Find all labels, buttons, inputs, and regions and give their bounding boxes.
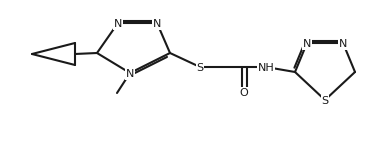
Text: N: N [126, 69, 134, 79]
Text: N: N [114, 19, 122, 29]
Text: O: O [240, 88, 248, 98]
Text: S: S [196, 63, 204, 73]
Text: S: S [321, 96, 329, 106]
Text: NH: NH [258, 63, 274, 73]
Text: N: N [339, 39, 347, 49]
Text: N: N [303, 39, 311, 49]
Text: N: N [153, 19, 161, 29]
